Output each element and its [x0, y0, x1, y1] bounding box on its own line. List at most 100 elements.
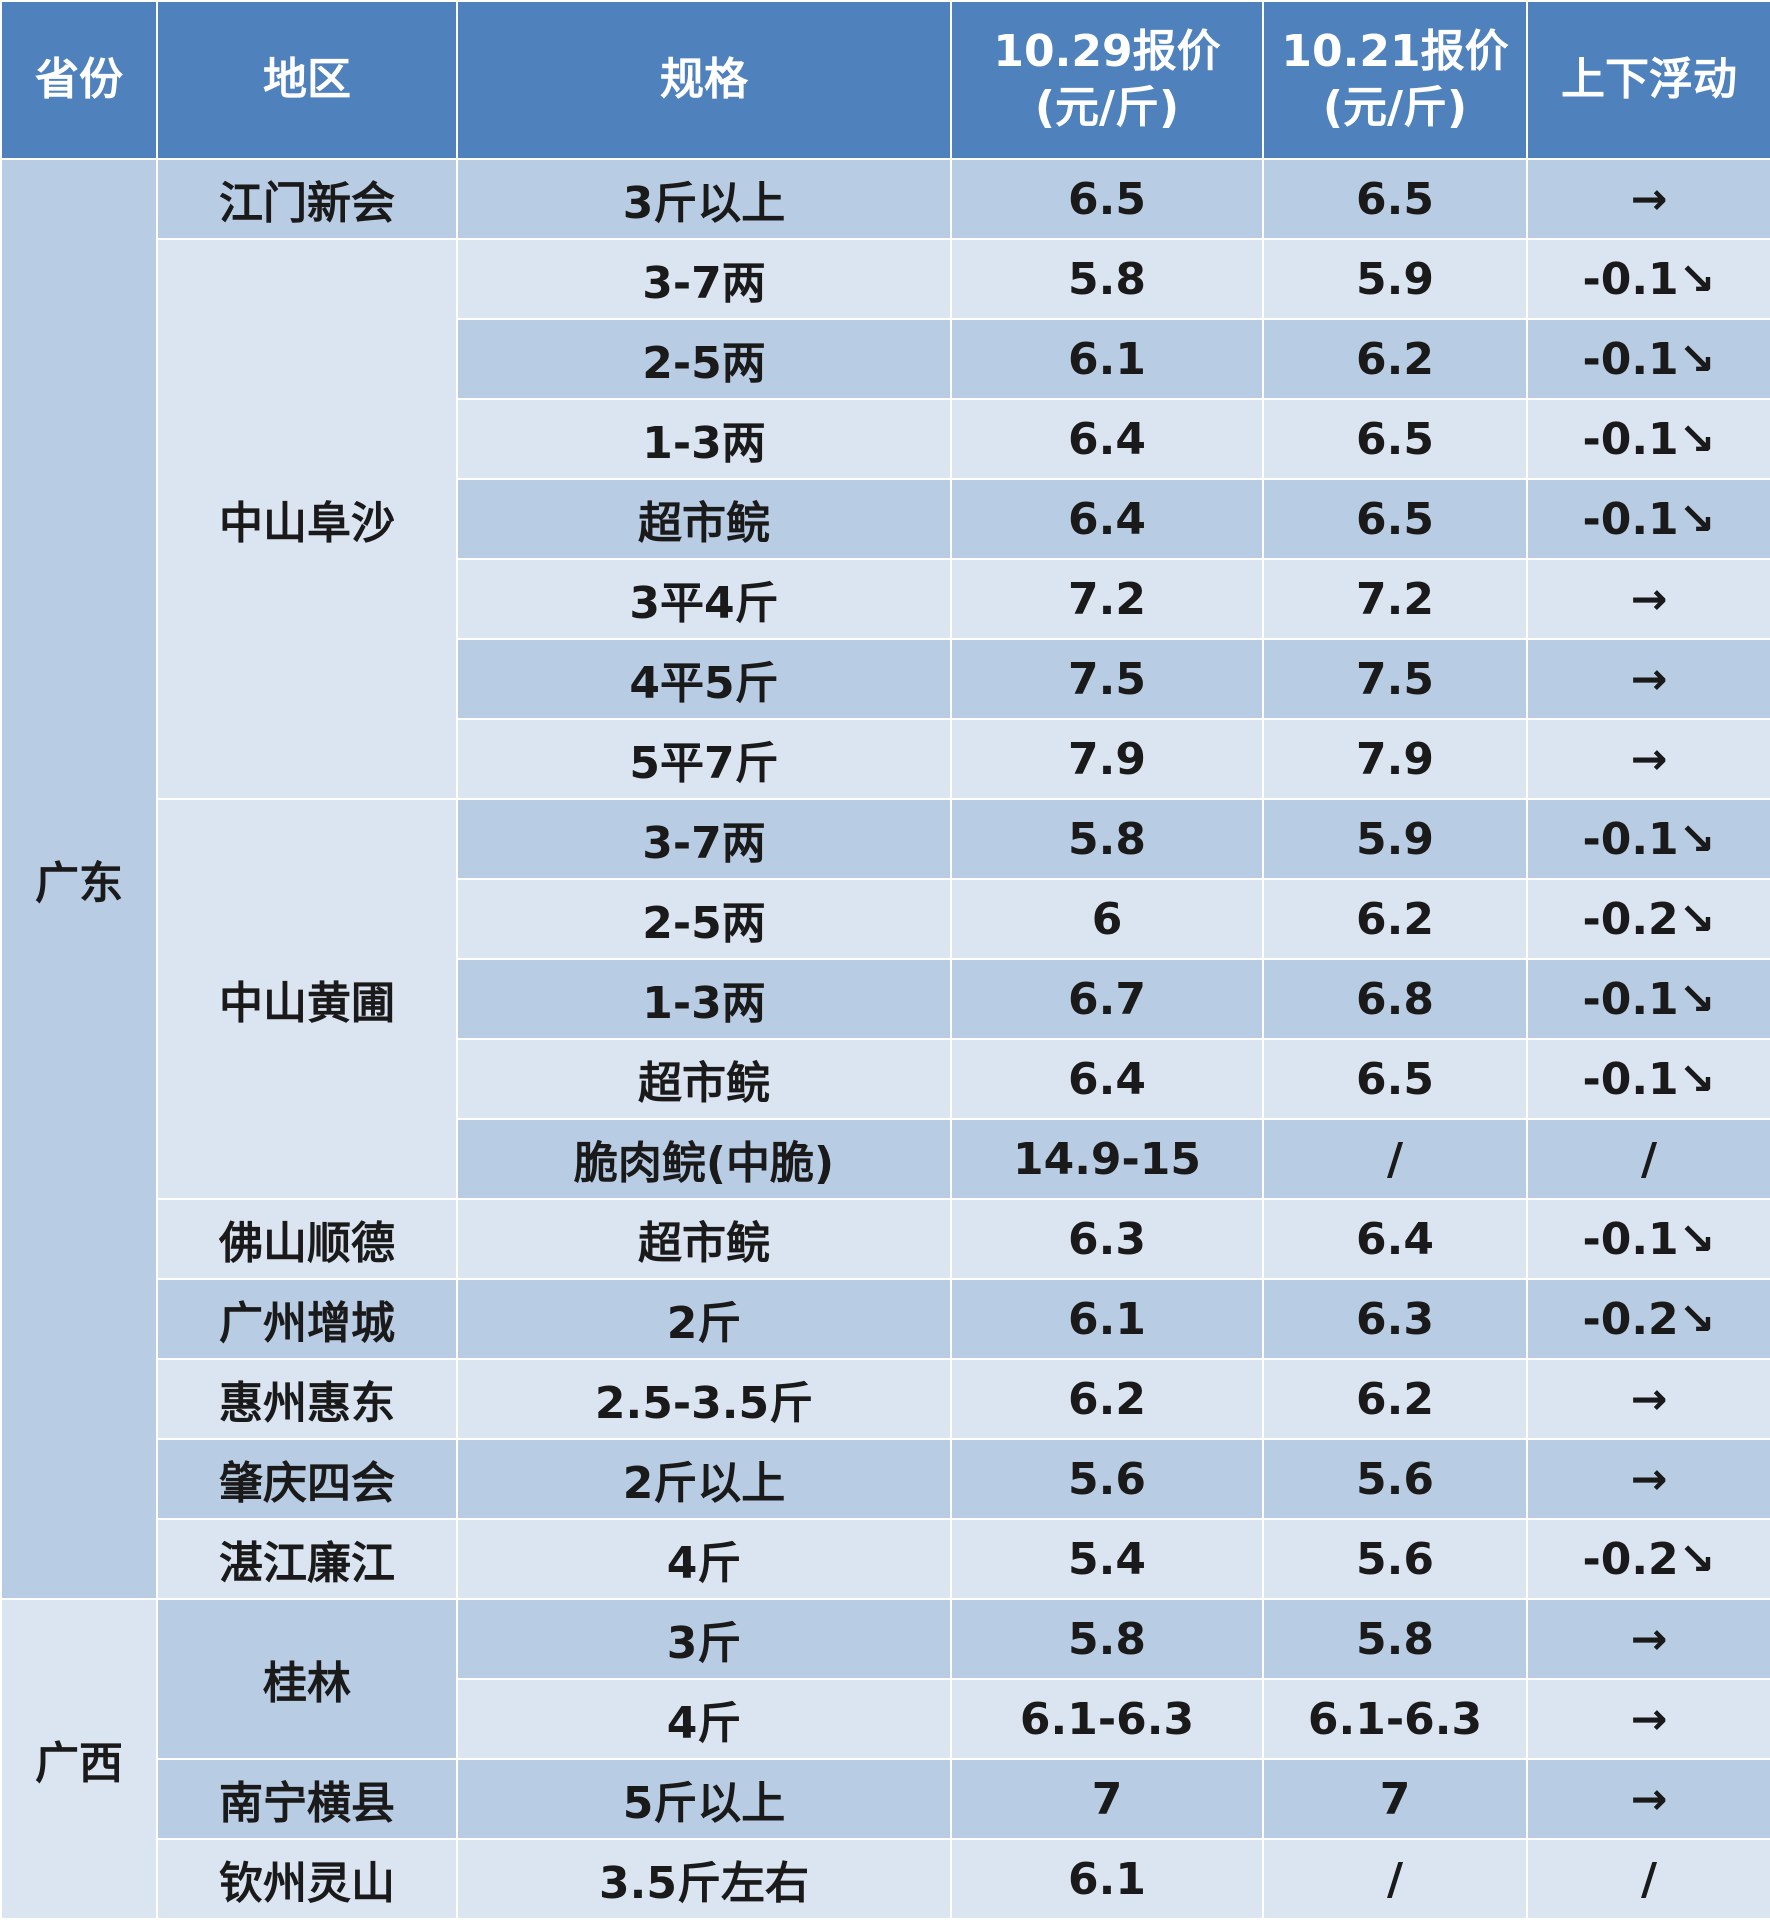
spec-cell: 4斤 — [456, 1518, 952, 1600]
price-1029-cell: 6.5 — [950, 158, 1264, 240]
table-row: 脆肉鲩(中脆) 14.9-15 / / — [1, 1118, 1770, 1200]
area-cell: 广州增城 — [156, 1278, 458, 1360]
price-1021-cell: 6.1-6.3 — [1262, 1678, 1528, 1760]
change-cell: → — [1526, 158, 1770, 240]
table-row: 中山阜沙 3-7两 5.8 5.9 -0.1↘ — [1, 238, 1770, 800]
table-row: 钦州灵山 3.5斤左右 6.1 / / — [1, 1838, 1770, 1920]
price-1029-cell: 7.5 — [950, 638, 1264, 720]
price-1021-cell: / — [1262, 1838, 1528, 1920]
price-1029-cell: 6.1 — [950, 318, 1264, 400]
table-row: 湛江廉江 4斤 5.4 5.6 -0.2↘ — [1, 1518, 1770, 1600]
table-row: 1-3两 6.4 6.5 -0.1↘ — [1, 398, 1770, 480]
area-cell: 南宁横县 — [156, 1758, 458, 1840]
spec-cell: 超市鲩 — [456, 478, 952, 560]
spec-cell: 3.5斤左右 — [456, 1838, 952, 1920]
price-1021-cell: 7.9 — [1262, 718, 1528, 800]
spec-cell: 3斤 — [456, 1598, 952, 1680]
change-cell: → — [1526, 1758, 1770, 1840]
price-1021-cell: 6.2 — [1262, 318, 1528, 400]
table-row: 中山黄圃 3-7两 5.8 5.9 -0.1↘ — [1, 798, 1770, 1200]
table-row: 广州增城 2斤 6.1 6.3 -0.2↘ — [1, 1278, 1770, 1360]
change-cell: -0.1↘ — [1526, 798, 1770, 880]
spec-cell: 超市鲩 — [456, 1198, 952, 1280]
price-1021-cell: 5.8 — [1262, 1598, 1528, 1680]
change-cell: → — [1526, 718, 1770, 800]
table-row: 1-3两 6.7 6.8 -0.1↘ — [1, 958, 1770, 1040]
price-1021-cell: 6.4 — [1262, 1198, 1528, 1280]
table-row: 4平5斤 7.5 7.5 → — [1, 638, 1770, 720]
area-cell: 肇庆四会 — [156, 1438, 458, 1520]
spec-cell: 4斤 — [456, 1678, 952, 1760]
price-1021-cell: / — [1262, 1118, 1528, 1200]
table-row: 3平4斤 7.2 7.2 → — [1, 558, 1770, 640]
spec-cell: 超市鲩 — [456, 1038, 952, 1120]
price-1029-cell: 5.8 — [950, 238, 1264, 320]
spec-cell: 2-5两 — [456, 878, 952, 960]
spec-cell: 4平5斤 — [456, 638, 952, 720]
change-cell: -0.1↘ — [1526, 478, 1770, 560]
change-cell: -0.1↘ — [1526, 1198, 1770, 1280]
header-spec: 规格 — [456, 0, 952, 160]
area-cell: 中山阜沙 — [156, 238, 458, 800]
price-1021-cell: 6.5 — [1262, 158, 1528, 240]
price-1021-cell: 6.5 — [1262, 398, 1528, 480]
table-row: 2-5两 6 6.2 -0.2↘ — [1, 878, 1770, 960]
price-1021-cell: 7 — [1262, 1758, 1528, 1840]
table-row: 广西 桂林 3斤 5.8 5.8 → — [0, 1598, 1770, 1920]
price-1021-cell: 7.2 — [1262, 558, 1528, 640]
change-cell: → — [1526, 638, 1770, 720]
price-1021-cell: 6.5 — [1262, 1038, 1528, 1120]
header-price-1021-date: 10.21报价 — [1281, 25, 1509, 77]
price-1021-cell: 5.6 — [1262, 1438, 1528, 1520]
spec-cell: 2斤以上 — [456, 1438, 952, 1520]
price-1021-cell: 6.3 — [1262, 1278, 1528, 1360]
header-price-1029-unit: (元/斤) — [1034, 82, 1180, 133]
spec-cell: 1-3两 — [456, 398, 952, 480]
price-1029-cell: 5.8 — [950, 1598, 1264, 1680]
header-province: 省份 — [0, 0, 158, 160]
price-1021-cell: 6.8 — [1262, 958, 1528, 1040]
table-row: 肇庆四会 2斤以上 5.6 5.6 → — [1, 1438, 1770, 1520]
change-cell: -0.1↘ — [1526, 958, 1770, 1040]
table-row: 佛山顺德 超市鲩 6.3 6.4 -0.1↘ — [1, 1198, 1770, 1280]
header-price-1029-date: 10.29报价 — [993, 25, 1221, 77]
table-row: 超市鲩 6.4 6.5 -0.1↘ — [1, 1038, 1770, 1120]
spec-cell: 5斤以上 — [456, 1758, 952, 1840]
price-1029-cell: 6.1 — [950, 1838, 1264, 1920]
change-cell: / — [1526, 1118, 1770, 1200]
change-cell: -0.2↘ — [1526, 1278, 1770, 1360]
province-cell: 广西 — [0, 1598, 158, 1920]
area-cell: 桂林 — [156, 1598, 458, 1760]
table-row: 惠州惠东 2.5-3.5斤 6.2 6.2 → — [1, 1358, 1770, 1440]
price-1021-cell: 7.5 — [1262, 638, 1528, 720]
province-cell: 广东 — [0, 158, 158, 1600]
spec-cell: 1-3两 — [456, 958, 952, 1040]
spec-cell: 脆肉鲩(中脆) — [456, 1118, 952, 1200]
price-1029-cell: 5.8 — [950, 798, 1264, 880]
header-price-1021-unit: (元/斤) — [1322, 82, 1468, 133]
price-1021-cell: 5.6 — [1262, 1518, 1528, 1600]
change-cell: -0.2↘ — [1526, 1518, 1770, 1600]
header-price-1029: 10.29报价 (元/斤) — [950, 0, 1264, 160]
spec-cell: 3-7两 — [456, 798, 952, 880]
price-1029-cell: 6.4 — [950, 398, 1264, 480]
spec-cell: 3平4斤 — [456, 558, 952, 640]
change-cell: → — [1526, 1358, 1770, 1440]
price-1029-cell: 7.9 — [950, 718, 1264, 800]
spec-cell: 2-5两 — [456, 318, 952, 400]
change-cell: -0.2↘ — [1526, 878, 1770, 960]
spec-cell: 3-7两 — [456, 238, 952, 320]
change-cell: → — [1526, 1598, 1770, 1680]
price-1029-cell: 6.3 — [950, 1198, 1264, 1280]
price-1029-cell: 14.9-15 — [950, 1118, 1264, 1200]
header-area: 地区 — [156, 0, 458, 160]
change-cell: -0.1↘ — [1526, 318, 1770, 400]
spec-cell: 5平7斤 — [456, 718, 952, 800]
price-1021-cell: 5.9 — [1262, 798, 1528, 880]
change-cell: → — [1526, 1678, 1770, 1760]
table-row: 广东 江门新会 3斤以上 6.5 6.5 → — [0, 158, 1770, 1600]
change-cell: -0.1↘ — [1526, 238, 1770, 320]
price-1029-cell: 6.1-6.3 — [950, 1678, 1264, 1760]
price-1021-cell: 6.2 — [1262, 1358, 1528, 1440]
